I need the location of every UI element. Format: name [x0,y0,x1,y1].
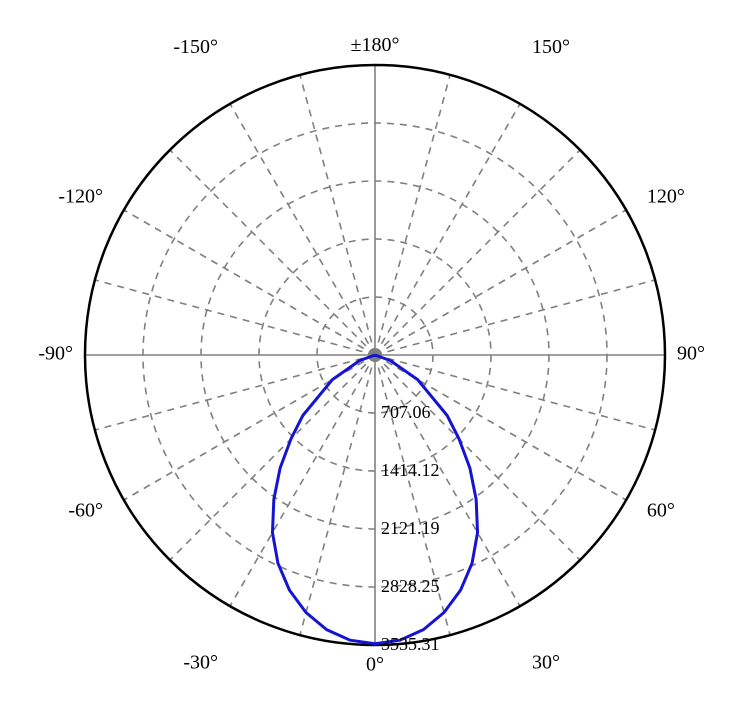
angle-label: 0° [366,654,384,676]
angle-label: ±180° [351,34,400,56]
radial-tick-label: 2828.25 [381,576,440,596]
angle-label: -150° [173,36,218,58]
angle-label: 120° [647,186,685,208]
radial-tick-label: 3535.31 [381,634,440,654]
polar-chart: 707.06 1414.12 2121.19 2828.25 3535.31 ±180° -… [0,0,751,702]
angle-label: 90° [677,343,705,365]
radial-tick-label: 707.06 [381,402,431,422]
radial-tick-label: 1414.12 [381,460,440,480]
angle-label: -30° [183,652,218,674]
angle-label: -60° [68,500,103,522]
angle-label: -120° [58,186,103,208]
angle-label: 60° [647,500,675,522]
angle-label: 150° [532,36,570,58]
angle-label: -90° [38,343,73,365]
radial-tick-label: 2121.19 [381,518,440,538]
polar-svg: 707.06 1414.12 2121.19 2828.25 3535.31 ±180° -… [0,0,751,702]
angle-label: 30° [532,652,560,674]
